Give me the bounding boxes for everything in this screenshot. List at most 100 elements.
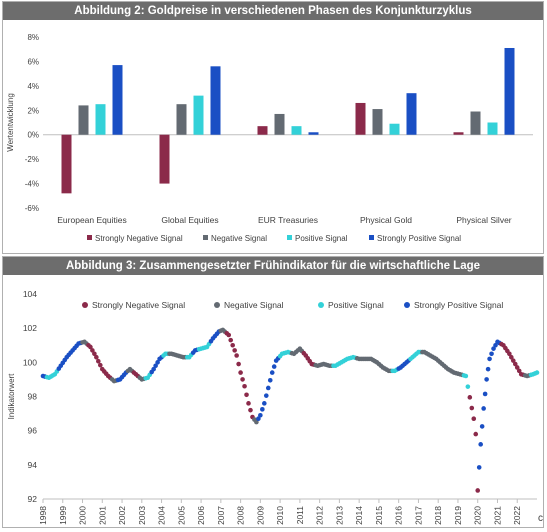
legend-marker bbox=[214, 302, 220, 308]
legend-label: Strongly Positive Signal bbox=[377, 234, 461, 243]
y-tick-label: 94 bbox=[28, 460, 38, 470]
data-point bbox=[258, 412, 263, 418]
bar bbox=[308, 132, 319, 135]
data-point bbox=[514, 365, 520, 370]
data-point bbox=[479, 424, 485, 429]
bar bbox=[487, 122, 498, 135]
data-point bbox=[244, 392, 249, 398]
bar bbox=[406, 93, 417, 135]
bar bbox=[470, 111, 481, 135]
bar bbox=[61, 134, 72, 194]
data-point bbox=[232, 348, 237, 353]
data-point bbox=[469, 405, 475, 411]
x-tick-label: 2015 bbox=[374, 506, 384, 525]
data-point bbox=[482, 391, 488, 397]
data-point bbox=[534, 370, 540, 375]
data-point bbox=[94, 354, 99, 360]
data-point bbox=[509, 354, 514, 360]
x-tick-label: 1999 bbox=[58, 506, 68, 525]
x-tick-label: 2009 bbox=[255, 506, 265, 525]
legend-label: Positive Signal bbox=[295, 234, 348, 243]
x-tick-label: 2020 bbox=[473, 506, 483, 525]
x-tick-label: 2022 bbox=[512, 506, 522, 525]
x-tick-label: EUR Treasuries bbox=[258, 215, 318, 225]
legend-swatch bbox=[203, 235, 208, 240]
data-point bbox=[230, 342, 235, 348]
data-point bbox=[485, 366, 491, 372]
data-point bbox=[269, 370, 275, 375]
bar bbox=[95, 104, 106, 135]
y-tick-label: -4% bbox=[25, 180, 39, 189]
data-point bbox=[489, 351, 494, 357]
legend-marker bbox=[318, 302, 324, 308]
x-tick-label: 2016 bbox=[394, 506, 404, 525]
x-tick-label: 2000 bbox=[78, 506, 88, 525]
data-point bbox=[246, 401, 251, 406]
x-tick-label: 2007 bbox=[216, 506, 226, 525]
data-point bbox=[238, 370, 243, 375]
x-tick-label: 2012 bbox=[315, 506, 325, 525]
x-tick-label: 2002 bbox=[117, 506, 127, 525]
bar bbox=[453, 132, 464, 135]
bar bbox=[193, 95, 204, 135]
bar bbox=[257, 126, 268, 135]
corner-mark: c bbox=[538, 513, 543, 524]
data-point bbox=[96, 358, 101, 364]
data-point bbox=[510, 358, 516, 363]
data-point bbox=[475, 488, 481, 493]
data-point bbox=[481, 406, 486, 411]
data-point bbox=[242, 383, 247, 389]
data-point bbox=[265, 385, 271, 391]
bar bbox=[372, 109, 383, 135]
x-tick-label: Global Equities bbox=[161, 215, 218, 225]
x-tick-label: European Equities bbox=[57, 215, 126, 225]
data-point bbox=[263, 393, 269, 398]
bar bbox=[291, 126, 302, 135]
bar bbox=[389, 123, 400, 135]
bar bbox=[210, 66, 221, 135]
bar bbox=[355, 102, 366, 135]
x-tick-label: 2006 bbox=[196, 506, 206, 525]
data-point bbox=[463, 373, 469, 379]
data-point bbox=[493, 342, 498, 348]
y-tick-label: -6% bbox=[25, 204, 39, 213]
data-point bbox=[155, 360, 160, 365]
bar bbox=[159, 134, 170, 184]
data-point bbox=[88, 344, 93, 350]
y-tick-label: 4% bbox=[27, 82, 39, 91]
x-tick-label: 1998 bbox=[38, 506, 48, 525]
data-point bbox=[491, 346, 496, 351]
data-point bbox=[151, 366, 156, 372]
data-point bbox=[267, 377, 273, 383]
data-point bbox=[153, 363, 158, 369]
data-point bbox=[478, 442, 483, 447]
data-point bbox=[234, 353, 239, 358]
data-point bbox=[256, 416, 261, 422]
y-tick-label: 2% bbox=[27, 106, 39, 115]
data-point bbox=[487, 356, 492, 362]
x-tick-label: 2014 bbox=[354, 506, 364, 525]
data-point bbox=[465, 384, 471, 389]
x-tick-label: 2019 bbox=[453, 506, 463, 525]
data-point bbox=[92, 351, 97, 357]
data-point bbox=[248, 407, 253, 413]
legend-swatch bbox=[87, 235, 92, 240]
data-point bbox=[254, 419, 259, 425]
x-tick-label: Physical Silver bbox=[456, 215, 511, 225]
legend-swatch bbox=[369, 235, 374, 240]
data-point bbox=[476, 465, 482, 470]
x-tick-label: 2003 bbox=[137, 506, 147, 525]
legend-label: Negative Signal bbox=[224, 300, 284, 310]
data-point bbox=[262, 401, 267, 406]
bar bbox=[504, 47, 515, 135]
data-point bbox=[507, 351, 512, 357]
data-point bbox=[90, 348, 95, 353]
bar-chart: -6% -4% -2% 0% 2% 4% 6% 8% Wertentwicklung Europe… bbox=[6, 33, 533, 243]
data-point bbox=[228, 337, 234, 343]
data-point bbox=[471, 416, 477, 422]
y-axis-label: Wertentwicklung bbox=[6, 93, 15, 152]
bar-chart-panel: Abbildung 2: Goldpreise in verschiedenen… bbox=[2, 1, 544, 254]
y-axis-label: Indikatorwert bbox=[7, 373, 16, 420]
x-tick-label: 2004 bbox=[157, 506, 167, 525]
legend-label: Negative Signal bbox=[211, 234, 267, 243]
